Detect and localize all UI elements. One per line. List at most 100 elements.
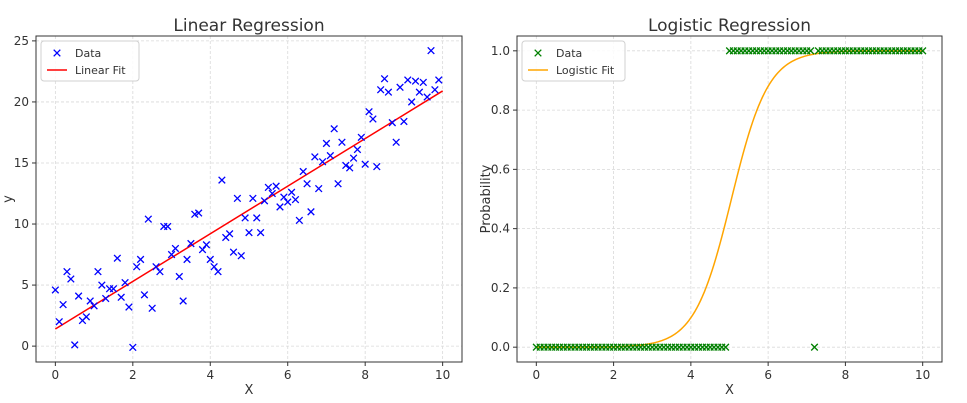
y-tick-label: 0.8 [491, 103, 510, 117]
grid [36, 36, 462, 362]
y-tick-label: 10 [14, 217, 29, 231]
data-point [237, 252, 246, 260]
data-point [345, 164, 354, 172]
y-tick-label: 0.4 [491, 222, 510, 236]
data-point [167, 250, 176, 259]
data-point [218, 176, 226, 184]
data-point [342, 161, 350, 170]
data-point [303, 179, 311, 188]
x-tick-label: 0 [52, 368, 60, 382]
x-tick-label: 2 [610, 368, 618, 382]
plot-frame [516, 35, 943, 363]
x-tick-label: 6 [284, 368, 292, 382]
data-point [276, 203, 284, 211]
data-point [67, 275, 75, 283]
data-point [427, 46, 435, 55]
data-point [171, 244, 180, 253]
y-tick-label: 5 [21, 278, 29, 292]
data-point [98, 281, 106, 289]
data-point [121, 278, 129, 287]
data-point [132, 263, 141, 271]
legend-marker-data [534, 49, 542, 57]
data-point [82, 313, 91, 321]
legend-marker-data [53, 49, 61, 57]
data-point [268, 189, 276, 198]
data-point [136, 255, 145, 264]
data-point [101, 294, 110, 303]
data-point [280, 193, 288, 201]
legend-label-data: Data [75, 47, 101, 60]
data-point [113, 254, 122, 262]
data-point [260, 197, 269, 205]
linear-fit-line [54, 90, 444, 330]
data-point [249, 194, 257, 203]
y-tick-label: 15 [14, 156, 29, 170]
data-point [411, 77, 420, 85]
data-point [51, 286, 60, 294]
data-point [144, 215, 153, 223]
legend: Data Linear Fit [40, 40, 140, 82]
logistic-fit-curve [536, 50, 923, 348]
data-point [90, 302, 98, 310]
data-point [245, 228, 253, 237]
data-point [376, 85, 385, 94]
data-point [156, 267, 164, 276]
data-point [373, 162, 381, 171]
legend-label-fit: Linear Fit [75, 64, 126, 77]
y-tick-label: 0 [21, 339, 29, 353]
data-point [415, 88, 424, 96]
data-point [283, 198, 292, 206]
data-point [117, 293, 125, 302]
data-point [55, 317, 63, 326]
data-point [202, 241, 211, 249]
data-point [94, 267, 102, 276]
data-point [419, 78, 428, 87]
data-point [330, 125, 338, 133]
data-point [129, 343, 137, 352]
legend-box [40, 40, 140, 82]
data-point [361, 160, 369, 168]
y-axis-label: y [1, 195, 16, 203]
data-point [198, 245, 207, 254]
data-point [74, 292, 83, 300]
data-point [380, 74, 389, 83]
data-point [287, 188, 296, 197]
data-point [148, 304, 156, 313]
y-tick-label: 0.6 [491, 162, 510, 176]
data-point [272, 182, 280, 190]
data-point [140, 291, 149, 299]
data-point [721, 343, 730, 351]
data-point [918, 47, 927, 55]
data-point [233, 194, 242, 203]
data-point [175, 272, 184, 281]
data-point [392, 138, 400, 146]
chart-title: Linear Regression [173, 16, 324, 36]
data-point [225, 230, 234, 238]
legend-box [521, 40, 626, 82]
data-point [86, 297, 94, 305]
plot-area [51, 46, 444, 352]
data-point [334, 179, 342, 188]
data-point [806, 47, 815, 55]
data-point [404, 76, 412, 84]
data-point [59, 300, 67, 309]
x-tick-label: 8 [842, 368, 850, 382]
x-tick-label: 8 [361, 368, 369, 382]
data-point [299, 167, 307, 176]
legend-label-fit: Logistic Fit [556, 64, 615, 77]
x-tick-label: 4 [687, 368, 695, 382]
data-point [252, 214, 261, 222]
logistic-regression-panel: 0 2 4 6 8 10 0.0 0.2 0.4 0.6 0.8 1.0 Logistic Regres… [479, 16, 943, 398]
data-point [388, 118, 397, 127]
data-point [407, 98, 416, 106]
data-point [187, 239, 195, 248]
grid [517, 36, 942, 362]
data-point [353, 145, 362, 154]
plot-area [532, 47, 927, 351]
data-point [214, 267, 222, 276]
y-axis-label: Probability [479, 164, 494, 233]
data-point [295, 216, 304, 225]
data-point [435, 76, 443, 84]
data-point [179, 297, 187, 305]
